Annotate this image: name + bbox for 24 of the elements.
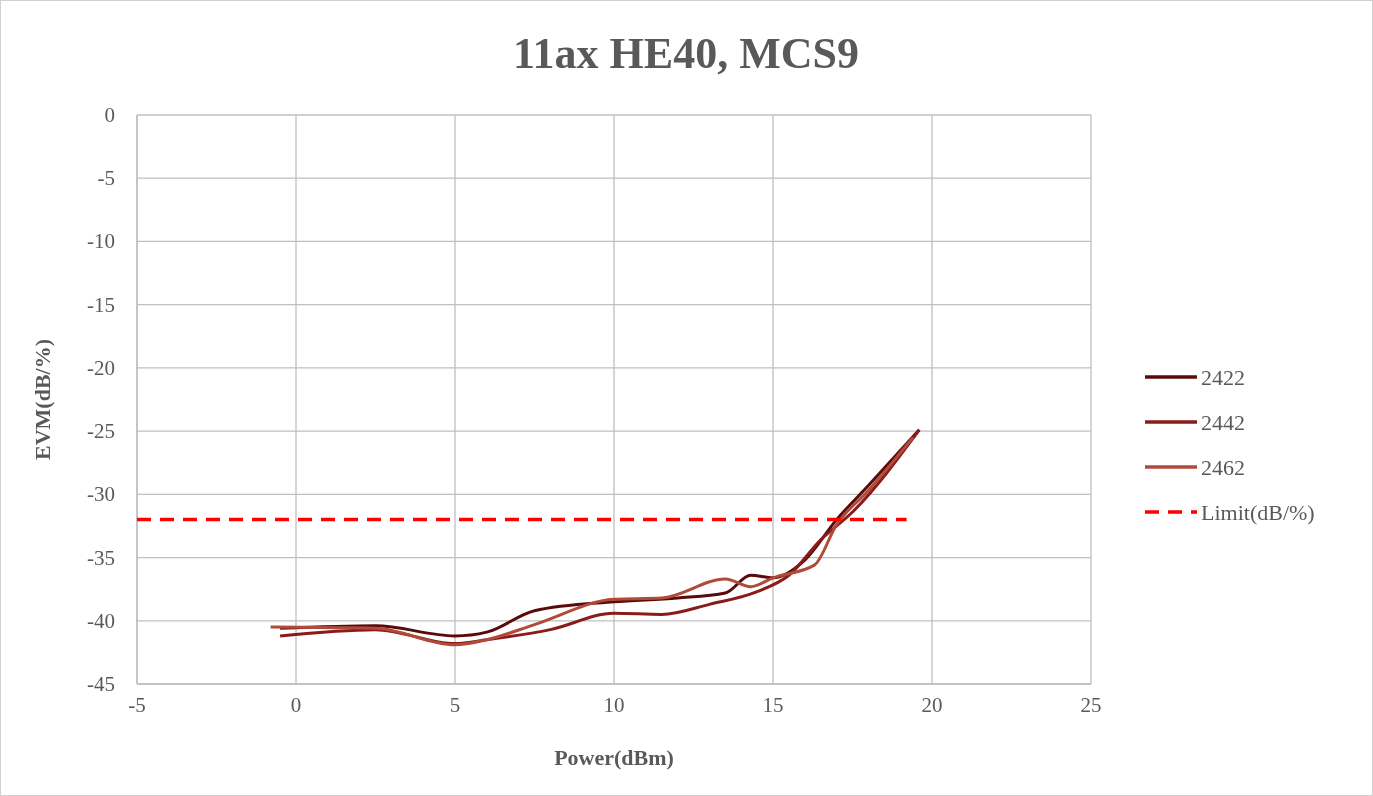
y-tick-label: -10 (87, 229, 115, 254)
y-tick-label: -35 (87, 545, 115, 570)
x-tick-label: 25 (1080, 693, 1102, 717)
x-tick-label: 5 (449, 693, 461, 717)
y-tick-label: -30 (87, 482, 115, 507)
y-tick-label: -15 (87, 292, 115, 317)
x-tick-label: 0 (290, 693, 302, 717)
y-tick-label: 0 (104, 103, 115, 127)
x-tick-label: 10 (603, 693, 625, 717)
legend-label: 2422 (1201, 365, 1245, 390)
legend-label: Limit(dB/%) (1201, 500, 1315, 525)
y-tick-label: -40 (87, 608, 115, 633)
chart-title: 11ax HE40, MCS9 (513, 29, 859, 78)
y-tick-label: -25 (87, 419, 115, 444)
y-axis-title: EVM(dB/%) (30, 339, 55, 460)
legend-label: 2442 (1201, 410, 1245, 435)
legend-label: 2462 (1201, 455, 1245, 480)
x-tick-label: -5 (128, 693, 146, 717)
y-tick-label: -5 (97, 166, 115, 191)
x-tick-label: 15 (762, 693, 784, 717)
x-axis-title: Power(dBm) (554, 745, 674, 770)
y-tick-label: -45 (87, 672, 115, 696)
x-tick-label: 20 (921, 693, 943, 717)
y-tick-label: -20 (87, 355, 115, 380)
